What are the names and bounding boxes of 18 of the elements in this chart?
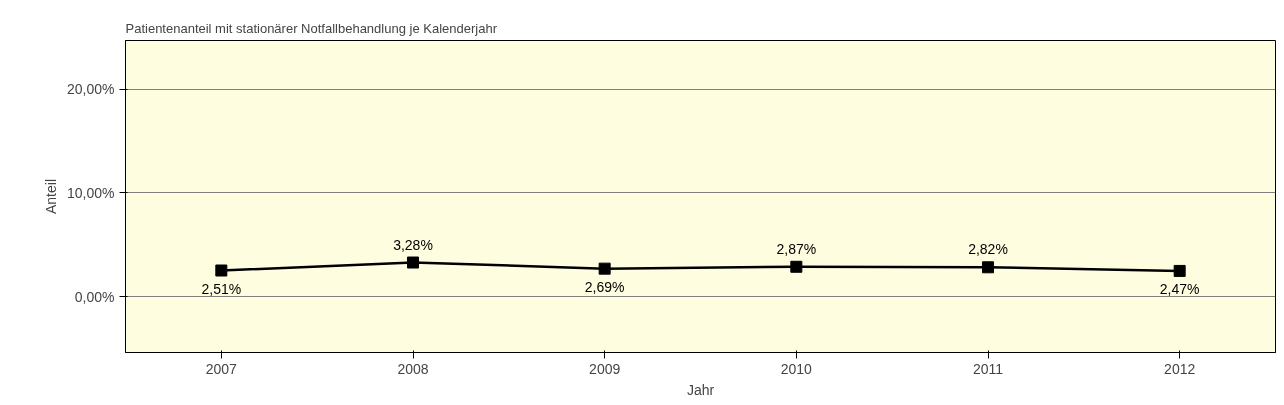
y-tick-label: 10,00% bbox=[67, 184, 115, 201]
data-label: 2,69% bbox=[584, 278, 625, 295]
x-tick-label: 2010 bbox=[780, 360, 813, 377]
x-tick-label: 2009 bbox=[589, 360, 621, 377]
x-axis-title: Jahr bbox=[686, 381, 715, 398]
data-label: 2,82% bbox=[968, 241, 1008, 258]
data-label: 2,51% bbox=[201, 280, 242, 297]
y-tick-label: 0,00% bbox=[74, 288, 115, 305]
data-label: 2,87% bbox=[776, 240, 817, 257]
x-tick-label: 2007 bbox=[205, 360, 238, 377]
x-tick-label: 2011 bbox=[972, 360, 1004, 377]
data-label: 2,47% bbox=[1159, 280, 1200, 297]
y-tick-label: 20,00% bbox=[67, 81, 115, 98]
chart-title: Patientenanteil mit stationärer Notfallbehandlung je Kalenderjahr bbox=[125, 20, 498, 36]
data-label: 3,28% bbox=[393, 236, 433, 253]
x-tick-label: 2012 bbox=[1164, 360, 1196, 377]
y-axis-title: Anteil bbox=[43, 178, 60, 215]
x-tick-label: 2008 bbox=[397, 360, 429, 377]
